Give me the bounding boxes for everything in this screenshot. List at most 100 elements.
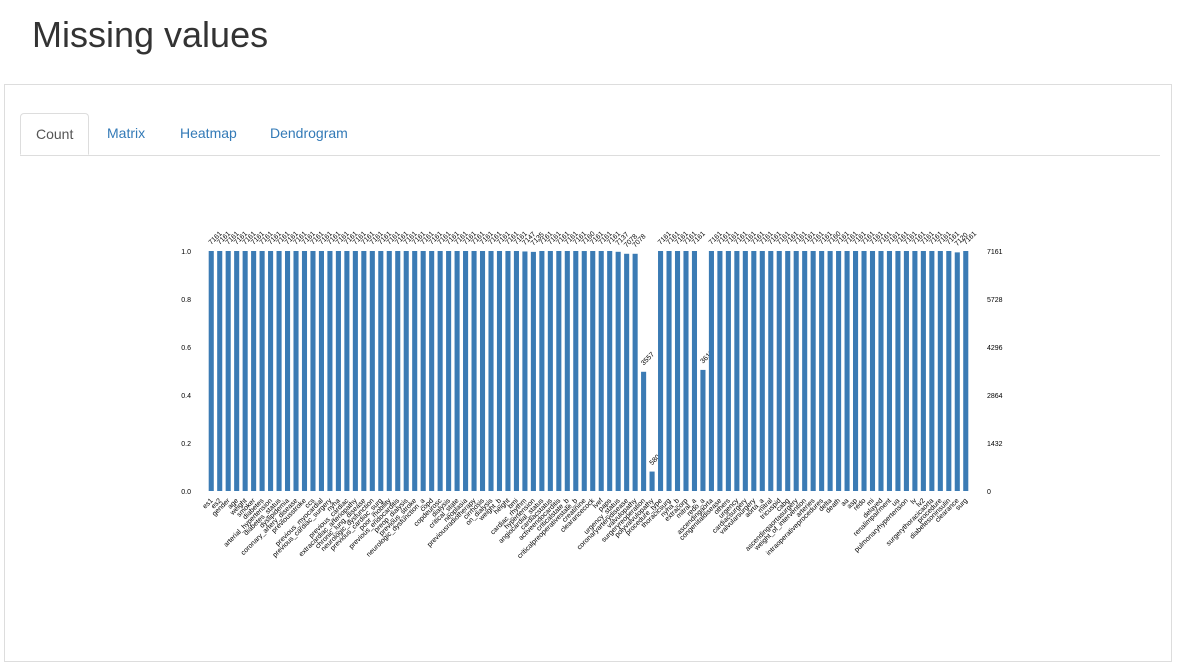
bar [505, 251, 511, 491]
tab-dendrogram[interactable]: Dendrogram [270, 125, 348, 141]
bar [878, 251, 884, 491]
bar [886, 251, 893, 491]
bar [310, 251, 316, 491]
bar [954, 252, 960, 491]
bar [598, 251, 604, 491]
bar [674, 251, 681, 491]
bar [403, 251, 409, 491]
bar [573, 251, 579, 491]
bar [649, 471, 655, 491]
bar [412, 251, 418, 491]
tab-heatmap[interactable]: Heatmap [180, 125, 237, 141]
bar [853, 251, 859, 491]
bar [581, 251, 587, 491]
bar [734, 251, 740, 491]
tab-bar: Count Matrix Heatmap Dendrogram [20, 113, 1160, 156]
y-tick-label-left: 0.6 [181, 345, 191, 352]
tab-count[interactable]: Count [20, 113, 90, 155]
bar [929, 251, 935, 491]
bar [683, 251, 689, 491]
category-label: ua [891, 497, 902, 508]
bar [920, 251, 926, 491]
bar [785, 251, 791, 491]
bar [513, 251, 519, 491]
bar [810, 251, 816, 491]
bar [819, 251, 825, 491]
bar [564, 251, 570, 491]
bar [844, 251, 850, 491]
bar [217, 251, 223, 491]
bar [691, 251, 698, 491]
y-tick-label-right: 5728 [987, 297, 1003, 304]
bar [641, 371, 647, 491]
category-label: lv [910, 497, 919, 506]
bar [395, 251, 401, 491]
bar [751, 251, 757, 491]
y-tick-label-left: 0.8 [181, 297, 191, 304]
bar [242, 251, 248, 491]
bar [963, 251, 969, 491]
bar [776, 251, 782, 491]
y-tick-label-right: 0 [987, 489, 991, 496]
y-tick-label-left: 0.4 [181, 393, 191, 400]
bar [895, 251, 901, 491]
bar [234, 251, 240, 491]
category-label: mi [866, 497, 876, 507]
bar [471, 251, 477, 491]
bar [522, 251, 528, 491]
bar [479, 251, 486, 491]
bar [590, 251, 596, 491]
bar [208, 251, 214, 491]
bar [318, 251, 324, 491]
bar [742, 251, 748, 491]
category-label: lv2 [916, 497, 927, 508]
bar-value-label: 3557 [640, 351, 656, 367]
bar [708, 251, 714, 491]
bar [717, 251, 723, 491]
y-tick-label-right: 2864 [987, 393, 1003, 400]
bar [386, 251, 392, 491]
bar [259, 251, 265, 491]
bar [369, 251, 375, 491]
y-tick-label-left: 0.2 [181, 441, 191, 448]
bar [293, 251, 299, 491]
bar [530, 251, 536, 491]
bar [912, 251, 918, 491]
bar [446, 251, 452, 491]
bar [607, 251, 613, 491]
bar [793, 251, 799, 491]
page-title: Missing values [32, 14, 269, 55]
bar [547, 251, 553, 491]
bar [268, 251, 274, 491]
bar [437, 251, 443, 491]
bar [759, 251, 765, 491]
missing-values-panel: Count Matrix Heatmap Dendrogram [4, 84, 1172, 662]
bar [827, 251, 833, 491]
bar [420, 251, 426, 491]
bar [361, 251, 367, 491]
bar [284, 251, 291, 491]
bar [666, 251, 672, 491]
bar [937, 251, 943, 491]
bar [335, 251, 341, 491]
bar [725, 251, 731, 491]
tab-matrix[interactable]: Matrix [107, 125, 146, 141]
bar [488, 251, 494, 491]
category-label: aa [840, 497, 851, 508]
bar [700, 369, 706, 491]
y-tick-label-right: 1432 [987, 441, 1003, 448]
bar [344, 251, 350, 491]
bar [539, 251, 545, 491]
bar [276, 251, 282, 491]
bar [836, 251, 842, 491]
bar [768, 251, 774, 491]
bar [463, 251, 469, 491]
bar [496, 251, 503, 491]
bar [327, 251, 333, 491]
bar [903, 251, 909, 491]
bar [378, 251, 384, 491]
bar [624, 253, 630, 491]
bar [632, 253, 638, 491]
bar [454, 251, 460, 491]
